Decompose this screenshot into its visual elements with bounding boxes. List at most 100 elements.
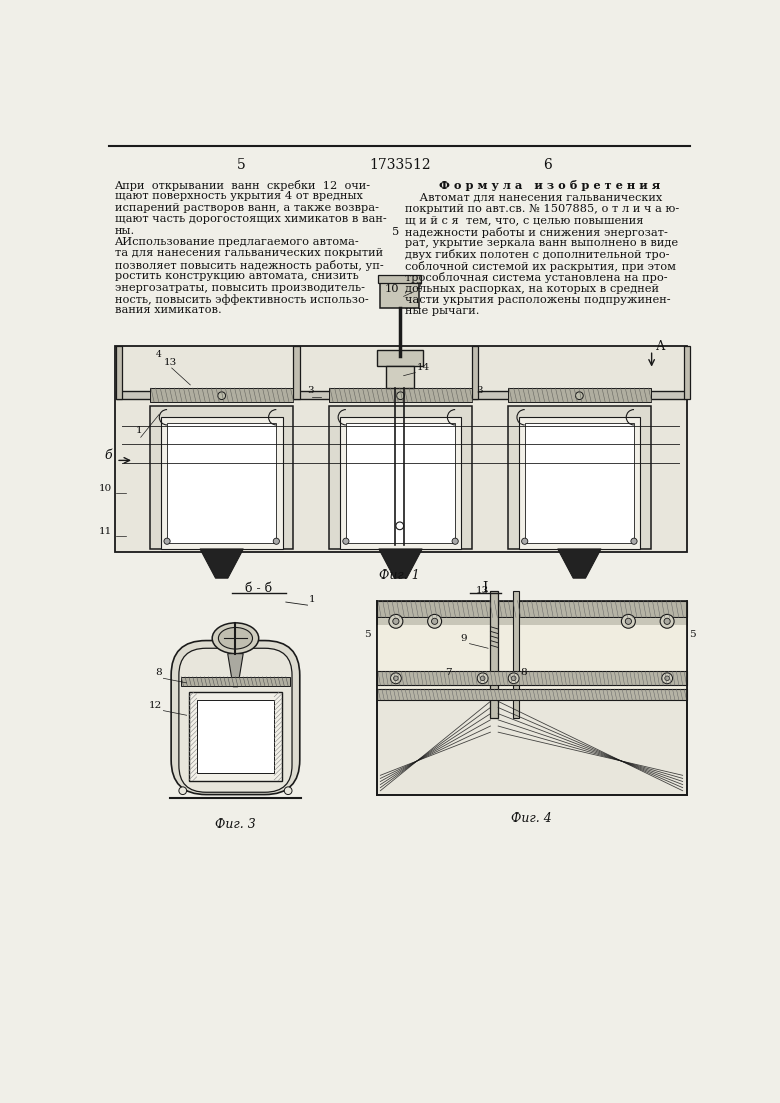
Circle shape <box>452 538 459 544</box>
Text: 5: 5 <box>236 158 245 172</box>
Text: испарений растворов ванн, а также возвра-: испарений растворов ванн, а также возвра… <box>115 203 378 213</box>
Text: двух гибких полотен с дополнительной тро-: двух гибких полотен с дополнительной тро… <box>405 249 670 260</box>
Text: I: I <box>482 581 488 596</box>
Bar <box>472 346 478 399</box>
Text: Фиг. 1: Фиг. 1 <box>379 569 420 582</box>
Text: покрытий по авт.св. № 1507885, о т л и ч а ю-: покрытий по авт.св. № 1507885, о т л и ч… <box>405 204 679 214</box>
Text: энергозатраты, повысить производитель-: энергозатраты, повысить производитель- <box>115 282 364 292</box>
Text: 7: 7 <box>445 668 452 677</box>
Circle shape <box>664 618 670 624</box>
Bar <box>525 424 634 543</box>
Bar <box>115 346 686 552</box>
Bar <box>519 417 640 549</box>
Text: ные рычаги.: ные рычаги. <box>405 307 480 317</box>
Circle shape <box>522 538 528 544</box>
Bar <box>189 693 282 781</box>
Bar <box>339 417 461 549</box>
Text: надежности работы и снижения энергозат-: надежности работы и снижения энергозат- <box>405 226 668 237</box>
Text: соблочной системой их раскрытия, при этом: соблочной системой их раскрытия, при это… <box>405 260 676 271</box>
Circle shape <box>284 786 292 794</box>
Ellipse shape <box>212 623 259 654</box>
Bar <box>116 346 122 399</box>
Text: ростить конструкцию автомата, снизить: ростить конструкцию автомата, снизить <box>115 271 358 281</box>
Text: части укрытия расположены подпружинен-: части укрытия расположены подпружинен- <box>405 295 671 306</box>
FancyBboxPatch shape <box>179 649 292 792</box>
Bar <box>181 677 289 686</box>
Circle shape <box>273 538 279 544</box>
Text: щают поверхность укрытия 4 от вредных: щают поверхность укрытия 4 от вредных <box>115 192 363 202</box>
Bar <box>346 424 456 543</box>
Circle shape <box>660 614 674 629</box>
Bar <box>508 407 651 549</box>
Text: Автомат для нанесения гальванических: Автомат для нанесения гальванических <box>405 192 662 203</box>
Text: б: б <box>105 449 112 462</box>
Text: б - б: б - б <box>245 581 272 595</box>
Circle shape <box>394 676 399 681</box>
Text: 10: 10 <box>385 283 399 293</box>
Bar <box>377 600 686 618</box>
Text: 13: 13 <box>164 357 177 367</box>
Text: щают часть дорогостоящих химикатов в ван-: щают часть дорогостоящих химикатов в ван… <box>115 214 386 224</box>
Circle shape <box>622 614 636 629</box>
Bar <box>508 388 651 401</box>
Circle shape <box>661 673 672 684</box>
Text: ны.: ны. <box>115 226 135 236</box>
Polygon shape <box>200 549 243 578</box>
Circle shape <box>480 676 485 681</box>
Text: 6: 6 <box>543 158 551 172</box>
Bar <box>377 672 686 685</box>
Text: 3: 3 <box>307 386 314 395</box>
Bar <box>377 600 686 794</box>
Polygon shape <box>558 549 601 578</box>
Text: 4: 4 <box>156 350 162 360</box>
Text: А: А <box>655 340 665 353</box>
Bar <box>684 346 690 399</box>
Text: 2: 2 <box>415 281 422 291</box>
Text: 10: 10 <box>99 484 112 493</box>
Text: 11: 11 <box>99 526 112 536</box>
Text: Фиг. 3: Фиг. 3 <box>215 817 256 831</box>
Text: 3: 3 <box>476 386 483 395</box>
Bar <box>513 591 519 718</box>
Text: 5: 5 <box>363 630 370 639</box>
Text: AИспользование предлагаемого автома-: AИспользование предлагаемого автома- <box>115 237 360 247</box>
Text: Ф о р м у л а   и з о б р е т е н и я: Ф о р м у л а и з о б р е т е н и я <box>438 180 660 191</box>
Text: 1: 1 <box>136 427 143 436</box>
Circle shape <box>389 614 402 629</box>
Circle shape <box>397 392 404 399</box>
Bar <box>150 388 293 401</box>
Bar <box>293 346 300 399</box>
Circle shape <box>512 676 516 681</box>
Text: 12: 12 <box>148 700 161 709</box>
Text: 1733512: 1733512 <box>369 158 431 172</box>
Text: дольных распорках, на которых в средней: дольных распорках, на которых в средней <box>405 283 659 293</box>
Text: позволяет повысить надежность работы, уп-: позволяет повысить надежность работы, уп… <box>115 260 383 271</box>
Bar <box>491 591 498 718</box>
Bar <box>377 350 423 366</box>
Circle shape <box>665 676 669 681</box>
Bar <box>377 618 686 625</box>
Text: 8: 8 <box>520 668 526 677</box>
Polygon shape <box>228 654 243 687</box>
Bar <box>161 417 282 549</box>
Bar <box>377 625 686 695</box>
Text: 13: 13 <box>476 586 489 595</box>
Circle shape <box>164 538 170 544</box>
Bar <box>167 424 276 543</box>
Text: Aпри  открывании  ванн  скребки  12  очи-: Aпри открывании ванн скребки 12 очи- <box>115 180 370 191</box>
Text: трособлочная система установлена на про-: трособлочная система установлена на про- <box>405 272 668 283</box>
Circle shape <box>431 618 438 624</box>
FancyBboxPatch shape <box>171 641 300 794</box>
Bar <box>116 392 685 399</box>
Circle shape <box>342 538 349 544</box>
Text: 1: 1 <box>309 595 316 604</box>
Bar <box>150 407 293 549</box>
Circle shape <box>427 614 441 629</box>
Text: Фиг. 4: Фиг. 4 <box>511 812 552 825</box>
Circle shape <box>509 673 519 684</box>
Text: 9: 9 <box>460 633 467 643</box>
Text: 5: 5 <box>689 630 696 639</box>
Circle shape <box>393 618 399 624</box>
Text: ность, повысить эффективность использо-: ность, повысить эффективность использо- <box>115 295 368 304</box>
Bar <box>381 281 419 308</box>
